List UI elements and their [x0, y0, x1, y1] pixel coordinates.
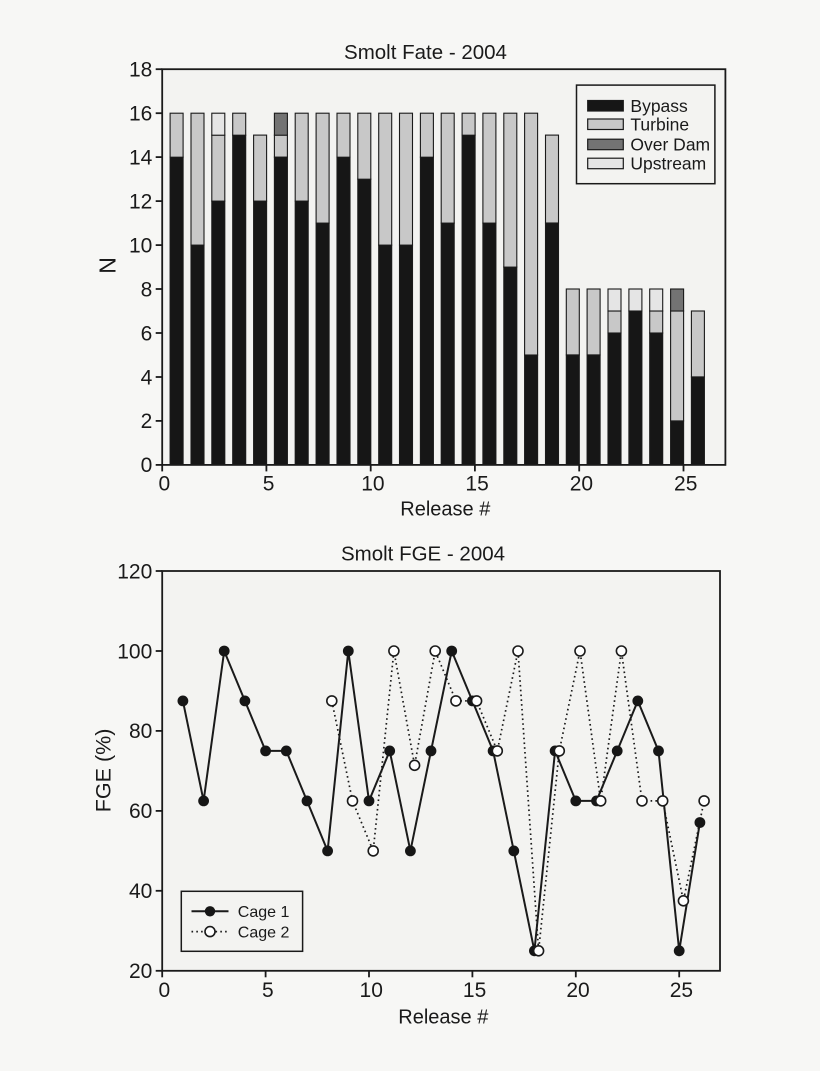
svg-text:12: 12 — [129, 190, 152, 213]
svg-text:10: 10 — [361, 473, 384, 496]
svg-text:15: 15 — [465, 473, 488, 496]
svg-text:0: 0 — [141, 454, 153, 477]
svg-text:0: 0 — [159, 473, 171, 496]
svg-text:5: 5 — [262, 979, 274, 1002]
svg-text:40: 40 — [129, 880, 152, 903]
svg-text:14: 14 — [129, 146, 153, 169]
svg-text:2: 2 — [141, 410, 153, 433]
svg-text:5: 5 — [263, 473, 275, 496]
svg-text:Upstream: Upstream — [630, 154, 706, 174]
svg-text:Over Dam: Over Dam — [630, 135, 710, 155]
svg-text:Bypass: Bypass — [630, 96, 688, 116]
svg-text:0: 0 — [159, 979, 171, 1002]
svg-text:FGE (%): FGE (%) — [92, 729, 116, 813]
svg-text:120: 120 — [117, 560, 152, 583]
svg-text:Release #: Release # — [398, 1006, 489, 1028]
svg-text:10: 10 — [360, 979, 383, 1002]
svg-text:18: 18 — [129, 59, 152, 82]
svg-text:80: 80 — [129, 720, 152, 743]
svg-text:16: 16 — [129, 103, 152, 126]
svg-text:20: 20 — [566, 979, 589, 1002]
svg-text:6: 6 — [141, 322, 153, 345]
svg-text:15: 15 — [463, 979, 486, 1002]
svg-text:20: 20 — [129, 960, 152, 983]
svg-text:8: 8 — [141, 278, 153, 301]
svg-text:20: 20 — [570, 473, 593, 496]
svg-text:25: 25 — [674, 473, 697, 496]
svg-text:60: 60 — [129, 800, 152, 823]
svg-text:100: 100 — [117, 640, 152, 663]
svg-text:Smolt FGE - 2004: Smolt FGE - 2004 — [341, 543, 505, 566]
svg-text:25: 25 — [670, 979, 693, 1002]
svg-text:Cage 2: Cage 2 — [238, 925, 290, 942]
svg-text:4: 4 — [141, 366, 153, 389]
svg-text:N: N — [94, 257, 120, 274]
svg-text:Cage 1: Cage 1 — [238, 904, 290, 921]
svg-text:Turbine: Turbine — [630, 115, 689, 135]
svg-text:Smolt Fate - 2004: Smolt Fate - 2004 — [344, 41, 507, 64]
svg-text:10: 10 — [129, 234, 152, 257]
svg-text:Release #: Release # — [400, 499, 491, 521]
